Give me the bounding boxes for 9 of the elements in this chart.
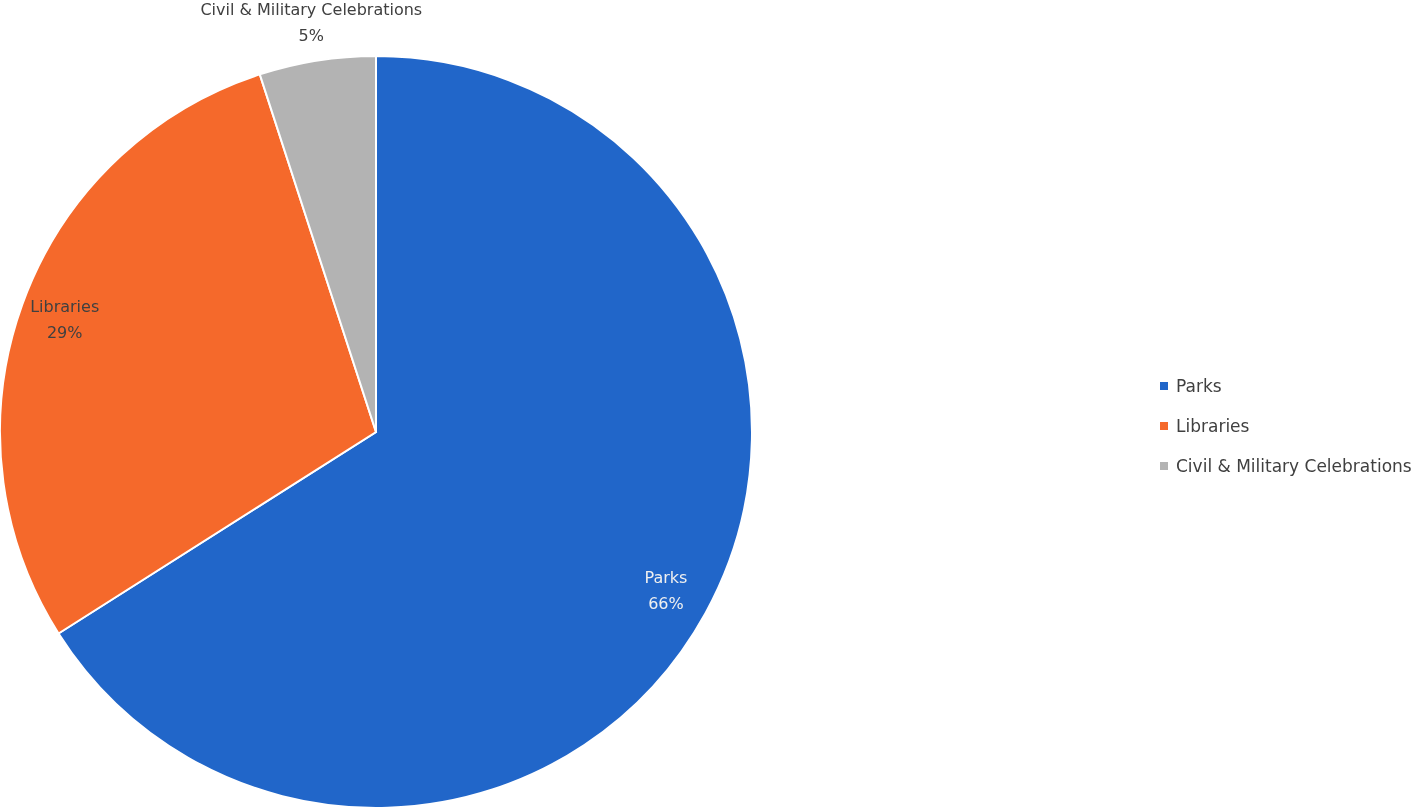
data-label: 5% [298,26,324,46]
legend-label: Libraries [1176,416,1250,436]
slice-label: Civil & Military Celebrations [200,0,423,20]
data-label: 66% [648,594,684,614]
slice-label: Parks [644,568,688,588]
data-label: 29% [46,322,83,342]
slice-label: Libraries [30,296,100,316]
legend-label: Civil & Military Celebrations [1176,456,1412,476]
legend-label: Parks [1176,376,1222,396]
